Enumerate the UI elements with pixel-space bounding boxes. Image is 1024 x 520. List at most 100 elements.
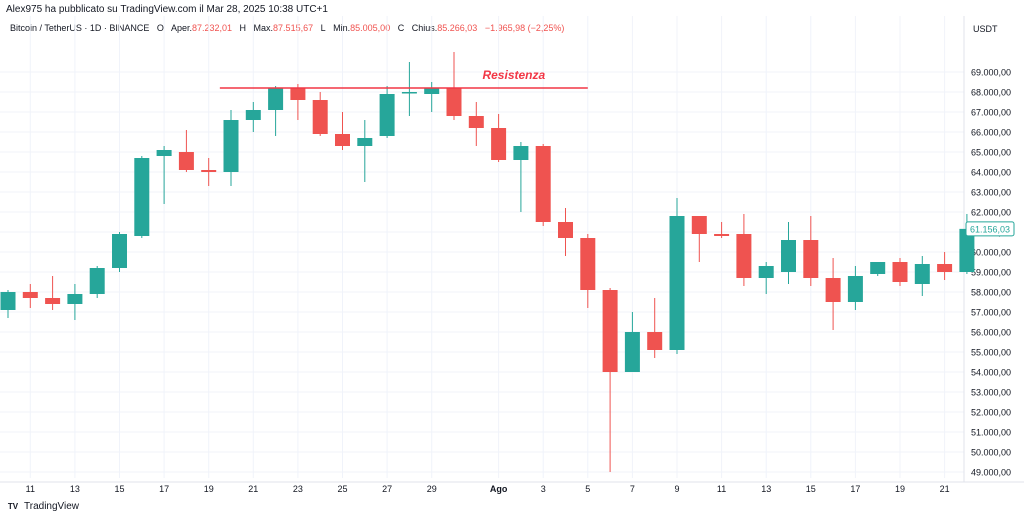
candle-body-up [847,276,863,302]
tradingview-logo: TV TradingView [6,501,79,512]
candle-body-up [513,146,529,160]
overlays: Resistenza 61.156,03 [219,68,1015,237]
tradingview-logo-text: TradingView [24,501,80,512]
candle-body-up [67,294,83,304]
x-tick-label: 21 [940,484,950,494]
close-text: Chius. [411,23,438,33]
price-axis-unit: USDT [973,24,998,34]
y-tick-label: 58.000,00 [971,288,1011,298]
y-tick-label: 67.000,00 [971,108,1011,118]
tradingview-logo-icon: TV [7,502,19,511]
candle-body-up [0,292,16,310]
y-tick-label: 69.000,00 [971,68,1011,78]
y-tick-label: 49.000,00 [971,468,1011,478]
x-tick-label: 25 [337,484,347,494]
close-letter: C [397,23,405,33]
publisher-line: Alex975 ha pubblicato su TradingView.com… [6,4,328,15]
candles [0,52,975,472]
candle-body-down [647,332,663,350]
x-tick-label: 15 [806,484,816,494]
close-value: 85.266,03 [437,23,478,33]
axes: 49.000,00 50.000,00 51.000,00 52.000,00 53.0… [0,16,1024,494]
candle-body-up [156,150,172,156]
candle-body-up [781,240,796,272]
last-price-tag [965,221,1015,237]
x-tick-label: Ago [490,484,508,494]
candle-body-up [223,120,239,172]
y-tick-label: 64.000,00 [971,168,1011,178]
candle-body-up [401,92,417,94]
candle-body-down [178,152,194,170]
low-text: Min. [333,23,351,33]
candle-body-up [268,88,284,110]
candle-body-up [112,234,127,268]
high-letter: H [239,23,247,33]
candle-body-down [580,238,596,290]
candle-body-up [245,110,261,120]
candle-body-down [446,88,462,116]
candle-body-down [312,100,328,134]
y-tick-label: 63.000,00 [971,188,1011,198]
x-tick-label: 27 [382,484,392,494]
x-tick-label: 15 [114,484,124,494]
y-tick-label: 51.000,00 [971,428,1011,438]
x-tick-label: 3 [541,484,546,494]
candle-body-up [624,332,640,372]
high-text: Max. [253,23,274,33]
y-tick-label: 52.000,00 [971,408,1011,418]
y-tick-label: 62.000,00 [971,208,1011,218]
candle-body-down [602,290,618,372]
low-value: 85.005,00 [350,23,391,33]
candle-body-down [468,116,484,128]
candle-body-down [691,216,707,234]
x-tick-label: 7 [630,484,635,494]
y-tick-label: 65.000,00 [971,148,1011,158]
candle-body-up [669,216,685,350]
grid-lines [0,16,964,478]
candle-body-down [736,234,752,278]
candle-body-down [491,128,507,160]
y-tick-label: 54.000,00 [971,368,1011,378]
y-tick-label: 55.000,00 [971,348,1011,358]
candle-body-down [22,292,38,298]
x-tick-label: 13 [761,484,771,494]
candle-body-up [379,94,395,136]
x-tick-label: 11 [26,484,35,494]
candle-body-down [825,278,841,302]
y-tick-label: 66.000,00 [971,128,1011,138]
open-text: Aper. [170,23,192,33]
x-tick-label: 11 [717,484,726,494]
y-tick-label: 60.000,00 [971,248,1011,258]
candle-body-down [201,170,217,172]
y-tick-label: 59.000,00 [971,268,1011,278]
candle-body-down [45,298,61,304]
open-value: 87.232,01 [191,23,232,33]
candle-body-up [424,88,440,94]
x-tick-label: 17 [159,484,169,494]
x-tick-label: 9 [674,484,679,494]
high-value: 87.515,67 [273,23,314,33]
x-tick-label: 19 [204,484,214,494]
candle-body-down [290,88,306,100]
candle-body-down [937,264,953,272]
x-tick-label: 23 [293,484,303,494]
open-letter: O [156,23,164,33]
candle-body-up [89,268,105,294]
symbol-label: Bitcoin / TetherUS · 1D · BINANCE [10,23,150,33]
candle-body-down [558,222,573,238]
last-price-label: 61.156,03 [970,224,1010,234]
y-tick-label: 53.000,00 [971,388,1011,398]
x-tick-label: 19 [895,484,905,494]
x-tick-label: 21 [248,484,258,494]
candle-body-up [134,158,150,236]
candle-body-up [914,264,930,284]
y-tick-label: 68.000,00 [971,88,1011,98]
x-tick-label: 5 [585,484,590,494]
x-tick-label: 29 [427,484,437,494]
candle-body-down [714,234,730,236]
resistance-label: Resistenza [482,68,545,82]
ohlc-legend: Bitcoin / TetherUS · 1D · BINANCE O Aper… [10,23,564,33]
candle-body-up [758,266,774,278]
low-letter: L [320,23,326,33]
